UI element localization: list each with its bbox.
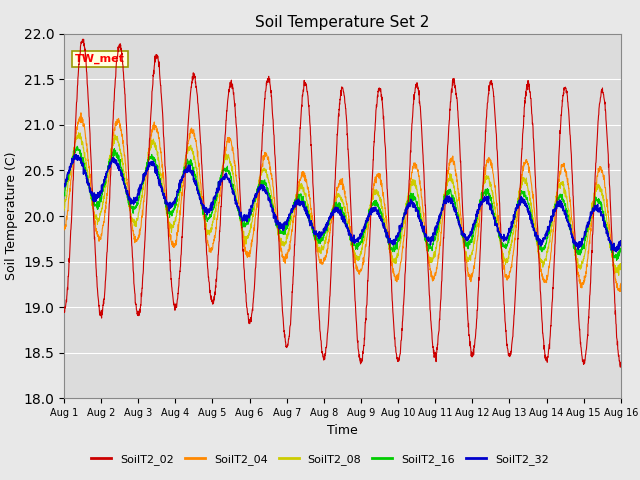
SoilT2_08 [532, 233, 540, 239]
SoilT2_02 [76, 57, 83, 63]
Line: SoilT2_04: SoilT2_04 [64, 113, 621, 291]
SoilT2_02 [616, 364, 624, 370]
Line: SoilT2_08: SoilT2_08 [64, 133, 621, 276]
X-axis label: Time: Time [327, 424, 358, 437]
SoilT2_04 [532, 224, 540, 230]
Line: SoilT2_02: SoilT2_02 [64, 39, 621, 367]
SoilT2_32 [72, 152, 79, 157]
Line: SoilT2_32: SoilT2_32 [64, 155, 621, 252]
SoilT2_04 [616, 288, 623, 294]
SoilT2_16 [532, 232, 540, 238]
SoilT2_02 [137, 302, 145, 308]
SoilT2_16 [76, 148, 83, 154]
SoilT2_16 [122, 185, 129, 191]
SoilT2_32 [532, 231, 540, 237]
SoilT2_16 [617, 245, 625, 251]
SoilT2_16 [60, 191, 68, 197]
SoilT2_08 [137, 198, 145, 204]
SoilT2_02 [122, 101, 129, 107]
SoilT2_02 [617, 362, 625, 368]
SoilT2_08 [76, 132, 83, 137]
SoilT2_32 [76, 156, 83, 161]
SoilT2_16 [137, 188, 145, 194]
SoilT2_02 [313, 271, 321, 276]
SoilT2_04 [103, 192, 111, 198]
SoilT2_08 [103, 174, 111, 180]
Text: TW_met: TW_met [75, 54, 125, 64]
SoilT2_08 [617, 261, 625, 266]
SoilT2_32 [612, 249, 620, 254]
SoilT2_32 [313, 231, 321, 237]
SoilT2_02 [79, 36, 87, 42]
SoilT2_16 [612, 257, 620, 263]
SoilT2_08 [122, 180, 129, 186]
Title: Soil Temperature Set 2: Soil Temperature Set 2 [255, 15, 429, 30]
SoilT2_32 [137, 182, 145, 188]
SoilT2_04 [60, 227, 68, 233]
SoilT2_04 [122, 160, 129, 166]
SoilT2_02 [60, 309, 68, 315]
SoilT2_04 [137, 225, 145, 230]
SoilT2_16 [313, 237, 321, 242]
SoilT2_04 [77, 110, 84, 116]
Line: SoilT2_16: SoilT2_16 [64, 146, 621, 260]
SoilT2_32 [122, 183, 129, 189]
SoilT2_08 [313, 240, 321, 245]
Legend: SoilT2_02, SoilT2_04, SoilT2_08, SoilT2_16, SoilT2_32: SoilT2_02, SoilT2_04, SoilT2_08, SoilT2_… [87, 450, 553, 469]
SoilT2_32 [617, 241, 625, 247]
SoilT2_02 [103, 249, 111, 255]
SoilT2_08 [60, 208, 68, 214]
SoilT2_16 [74, 144, 81, 149]
SoilT2_32 [60, 181, 68, 187]
SoilT2_32 [103, 169, 111, 175]
SoilT2_16 [103, 170, 111, 176]
SoilT2_02 [532, 186, 540, 192]
SoilT2_08 [615, 273, 623, 278]
SoilT2_04 [76, 116, 83, 122]
Y-axis label: Soil Temperature (C): Soil Temperature (C) [5, 152, 18, 280]
SoilT2_04 [313, 247, 321, 252]
SoilT2_08 [75, 130, 83, 136]
SoilT2_04 [617, 281, 625, 287]
